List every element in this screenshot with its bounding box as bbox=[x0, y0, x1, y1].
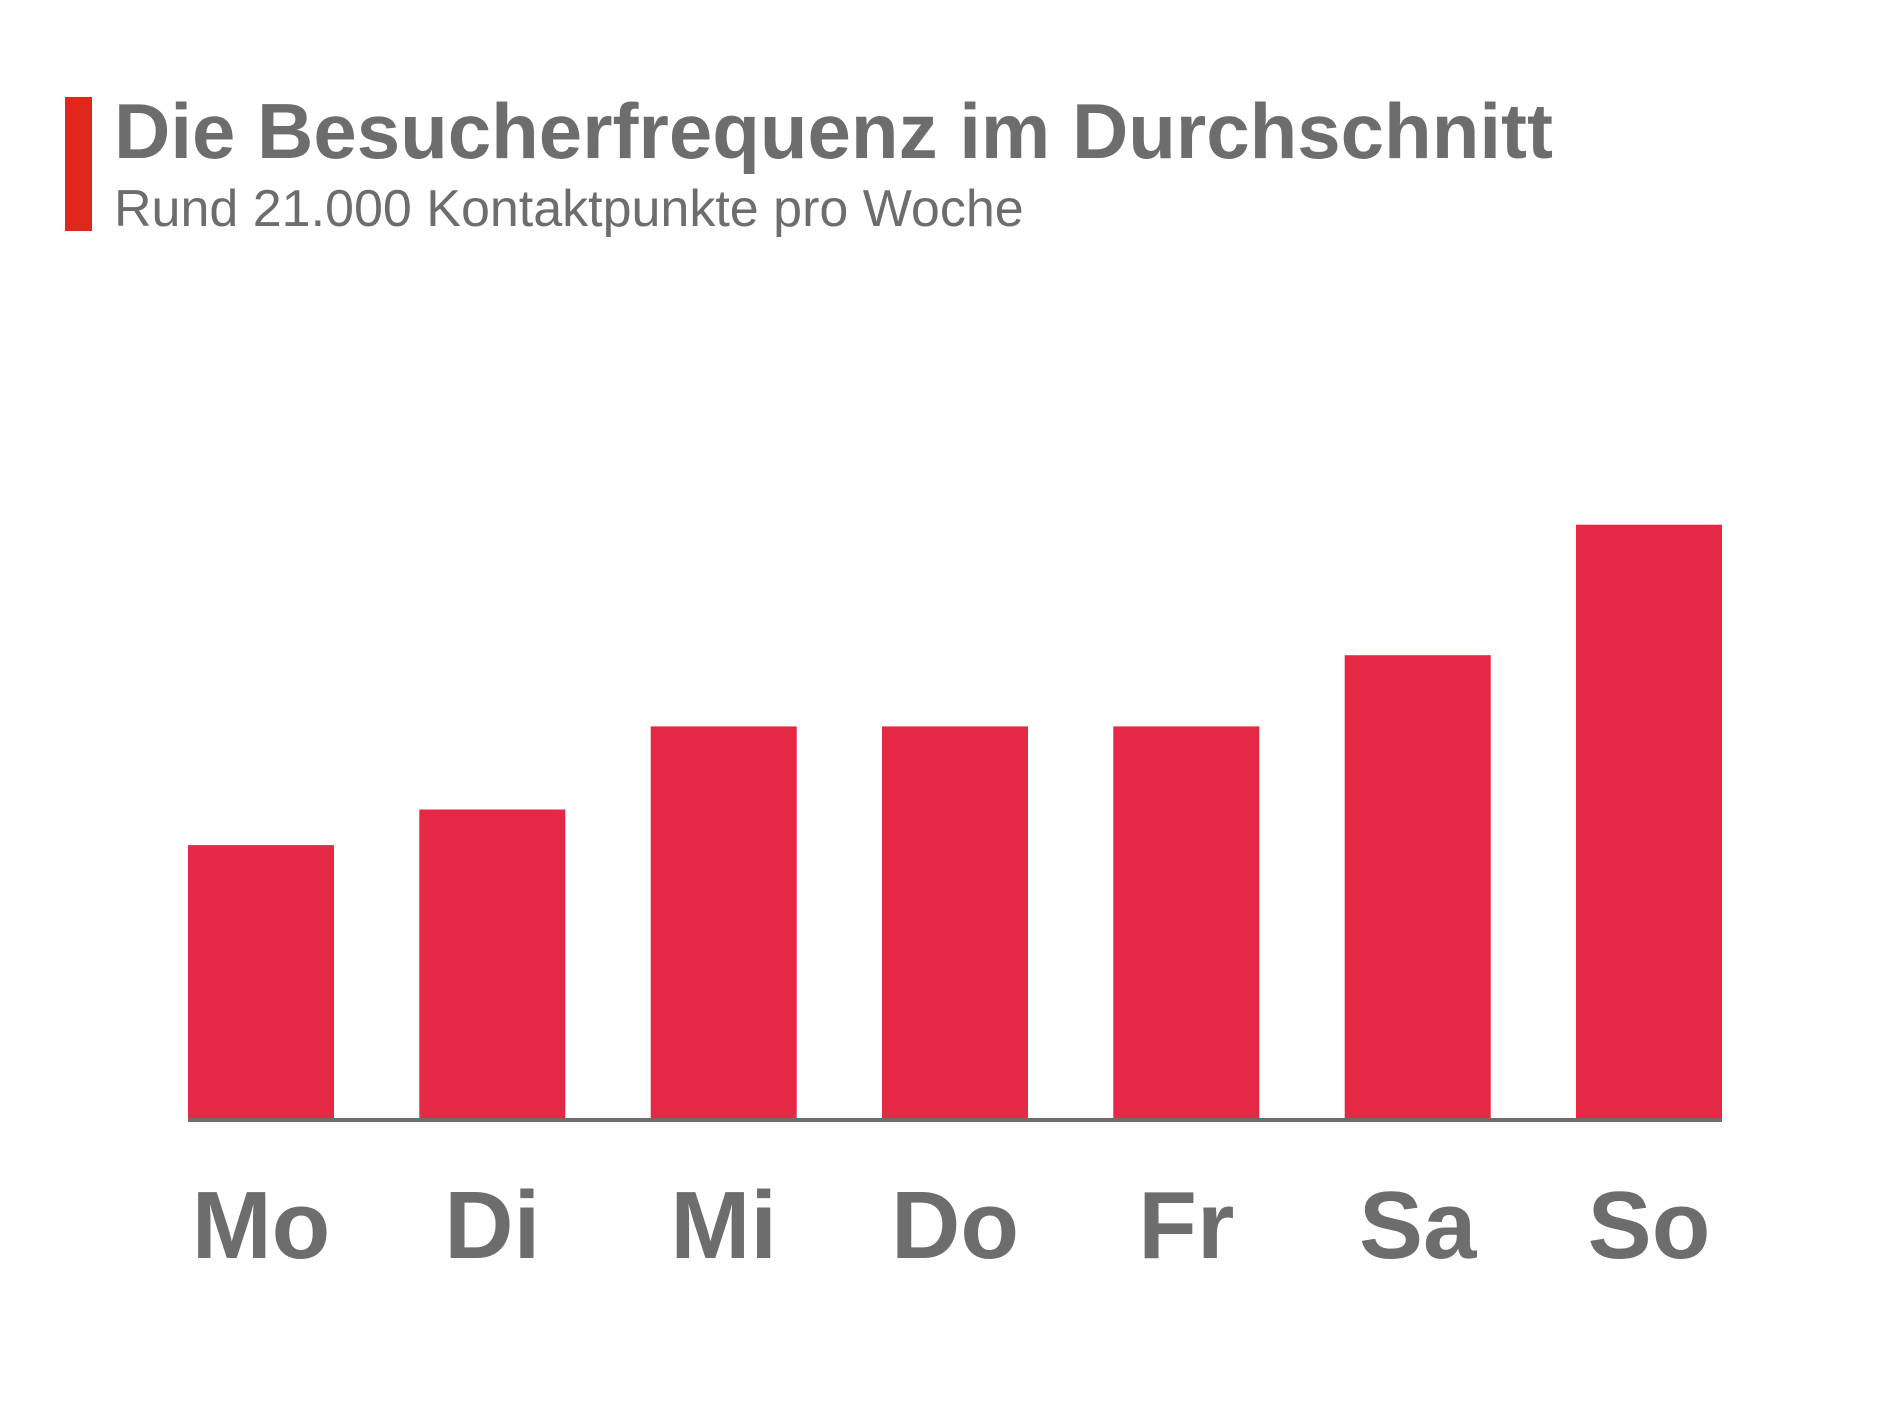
bar-so bbox=[1576, 524, 1722, 1118]
chart-title: Die Besucherfrequenz im Durchschnitt bbox=[114, 87, 1553, 175]
title-accent-bar bbox=[65, 97, 92, 231]
bar-sa bbox=[1344, 655, 1491, 1118]
x-tick-label-do: Do bbox=[891, 1172, 1019, 1279]
bar-do bbox=[882, 726, 1028, 1118]
x-tick-label-sa: Sa bbox=[1359, 1172, 1477, 1279]
bar-di bbox=[419, 809, 566, 1118]
bars-group bbox=[188, 524, 1722, 1118]
x-tick-label-mi: Mi bbox=[670, 1172, 777, 1279]
x-tick-label-di: Di bbox=[444, 1172, 540, 1279]
bar-fr bbox=[1113, 726, 1260, 1118]
bar-mi bbox=[650, 726, 797, 1118]
chart-subtitle: Rund 21.000 Kontaktpunkte pro Woche bbox=[114, 180, 1024, 238]
x-tick-label-mo: Mo bbox=[192, 1172, 331, 1279]
bar-mo bbox=[188, 845, 334, 1118]
x-tick-label-fr: Fr bbox=[1138, 1172, 1234, 1279]
x-tick-labels-group: Mo Di Mi Do Fr Sa So bbox=[192, 1172, 1711, 1279]
x-tick-label-so: So bbox=[1588, 1172, 1711, 1279]
